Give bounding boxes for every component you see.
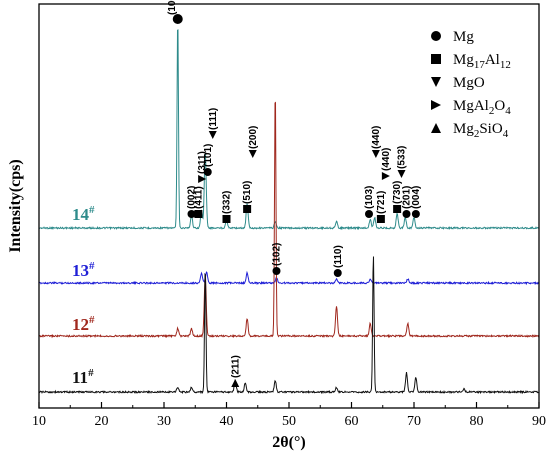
x-tick-label: 90 — [532, 414, 546, 429]
peak-label: (311) — [197, 151, 208, 174]
peak-label: (200) — [248, 126, 259, 149]
peak-marker-triangle-down — [208, 131, 217, 139]
series-label-12: 12# — [72, 314, 95, 334]
peak-label: (440) — [371, 126, 382, 149]
peak-label: (440) — [381, 148, 392, 171]
x-tick-label: 20 — [95, 414, 109, 429]
x-tick-label: 80 — [470, 414, 484, 429]
x-tick-label: 40 — [220, 414, 234, 429]
legend-entry: MgO — [453, 75, 485, 91]
peak-marker-circle — [402, 210, 411, 218]
legend-entry: MgAl2O4 — [453, 98, 511, 117]
x-tick-label: 60 — [345, 414, 359, 429]
peak-label: (110) — [333, 245, 344, 268]
peak-marker-circle — [203, 168, 212, 176]
peak-marker-circle — [187, 210, 196, 218]
series-line-13 — [38, 270, 540, 286]
legend-marker-triangle-up — [431, 123, 441, 133]
peak-marker-triangle-right — [198, 175, 207, 183]
tick-layer: 10 20 30 40 50 60 70 80 90 — [32, 402, 546, 429]
series-line-11 — [38, 256, 540, 395]
peak-label: (102) — [272, 243, 283, 266]
y-axis-label: Intensity(cps) — [7, 159, 24, 252]
peak-marker-triangle-down — [371, 150, 380, 158]
legend-entry: Mg17Al12 — [453, 52, 511, 71]
peak-marker-square — [222, 215, 231, 223]
peak-marker-circle — [172, 14, 183, 24]
peak-marker-square — [393, 205, 402, 213]
legend: Mg Mg17Al12 MgO MgAl2O4 Mg2SiO4 — [431, 29, 511, 140]
peak-label: (332) — [222, 191, 233, 214]
legend-marker-square — [431, 54, 441, 64]
peak-marker-circle — [333, 269, 342, 277]
peak-marker-square — [243, 205, 252, 213]
x-tick-label: 70 — [407, 414, 421, 429]
peak-marker-square — [194, 210, 203, 218]
x-axis-label: 2θ(°) — [272, 434, 305, 451]
peak-label: (201) — [402, 186, 413, 209]
peak-label: (111) — [208, 108, 219, 130]
peak-label: (004) — [411, 186, 422, 209]
x-tick-label: 50 — [282, 414, 296, 429]
x-tick-label: 10 — [32, 414, 46, 429]
series-layer — [38, 29, 540, 395]
peak-label: (103) — [364, 186, 375, 209]
peak-marker-triangle-down — [397, 170, 406, 178]
peak-marker-circle — [411, 210, 420, 218]
series-label-11: 11# — [72, 367, 94, 387]
peak-label: (101) — [203, 144, 214, 167]
series-label-13: 13# — [72, 260, 95, 280]
peak-marker-triangle-right — [381, 172, 390, 180]
x-tick-label: 30 — [157, 414, 171, 429]
peak-label: (730) — [392, 181, 403, 204]
legend-marker-circle — [431, 31, 441, 41]
peak-marker-circle — [272, 267, 281, 275]
legend-marker-triangle-right — [431, 100, 441, 110]
series-label-14: 14# — [72, 204, 95, 224]
peak-label: (211) — [230, 355, 241, 378]
peak-label: (002) — [187, 186, 198, 209]
peak-label: (100) — [167, 0, 178, 15]
legend-entry: Mg — [453, 29, 474, 45]
peak-marker-circle — [365, 210, 373, 218]
legend-entry: Mg2SiO4 — [453, 121, 509, 140]
legend-marker-triangle-down — [431, 77, 441, 87]
peak-label: (510) — [242, 181, 253, 204]
sample-labels: 14# 13# 12# 11# — [72, 204, 95, 387]
series-line-14 — [38, 29, 540, 231]
peak-label: (411) — [193, 186, 204, 209]
peak-label: (721) — [376, 191, 387, 214]
annotation-layer: (100) (002)(411) (311)(101) (111) (332) (510)… — [167, 0, 422, 387]
peak-label: (533) — [397, 146, 408, 169]
peak-marker-triangle-down — [248, 150, 257, 158]
peak-marker-square — [376, 215, 385, 223]
peak-marker-triangle-up — [231, 379, 240, 387]
series-line-12 — [38, 101, 540, 339]
